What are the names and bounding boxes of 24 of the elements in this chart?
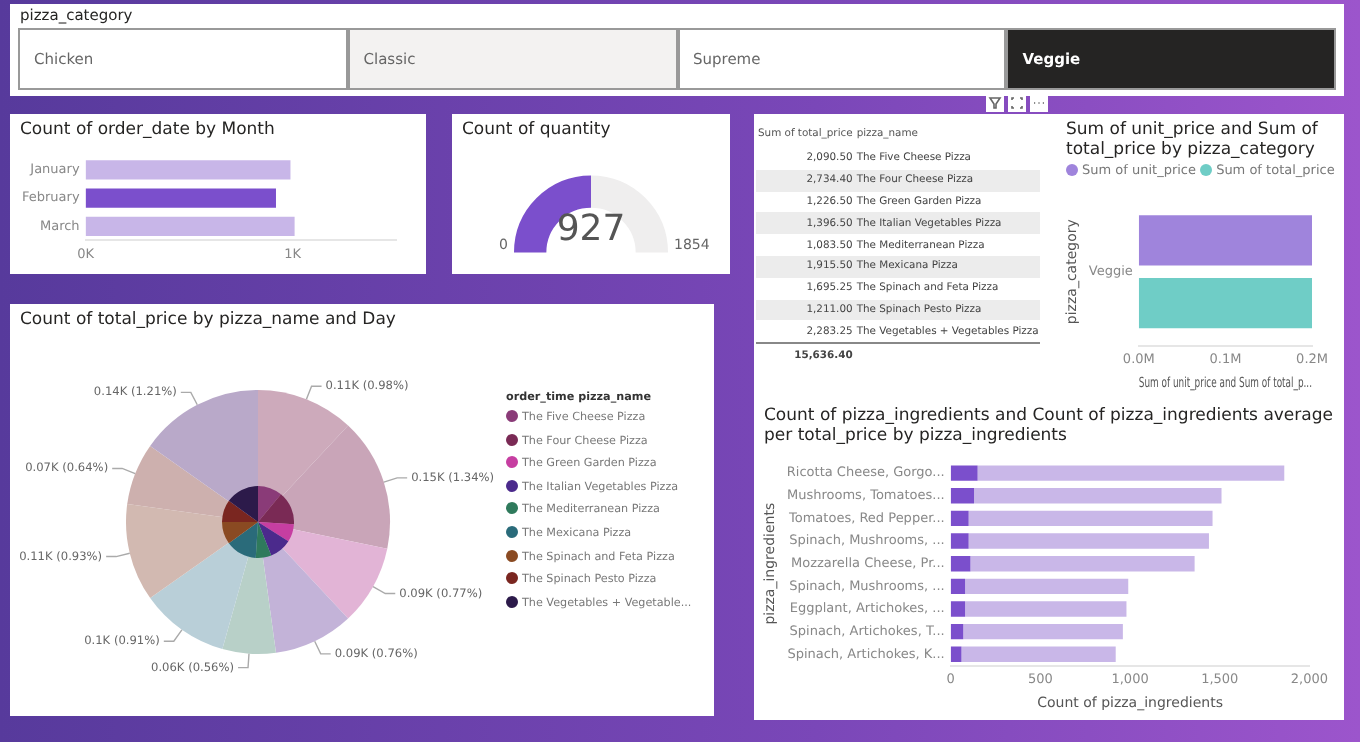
bar <box>977 465 1285 481</box>
bar <box>950 488 975 504</box>
bar <box>950 465 978 481</box>
bar <box>950 646 962 662</box>
bar <box>965 578 1129 595</box>
chart-title: Count of order_date by Month <box>20 120 277 140</box>
bar <box>974 488 1222 504</box>
bar <box>968 533 1209 549</box>
bar <box>950 510 969 527</box>
bar <box>968 510 1213 527</box>
bar <box>965 601 1127 617</box>
chart-title: Count of pizza_ingredients and Count of pizza_ingredients average per total_price by pizza_ingredients <box>764 406 1335 446</box>
bar <box>970 556 1195 572</box>
chart-title: Count of total_price by pizza_name and Day <box>20 310 398 330</box>
bar <box>950 556 971 572</box>
bar <box>950 601 966 617</box>
bar <box>963 623 1123 640</box>
chart-title: Count of quantity <box>462 120 613 140</box>
chart-title: Sum of unit_price and Sum of total_price by pizza_category <box>1066 120 1320 160</box>
data-label: 927 <box>556 207 626 250</box>
bar <box>950 578 966 595</box>
bar <box>950 533 969 549</box>
bar <box>961 646 1116 662</box>
bar <box>950 623 964 640</box>
